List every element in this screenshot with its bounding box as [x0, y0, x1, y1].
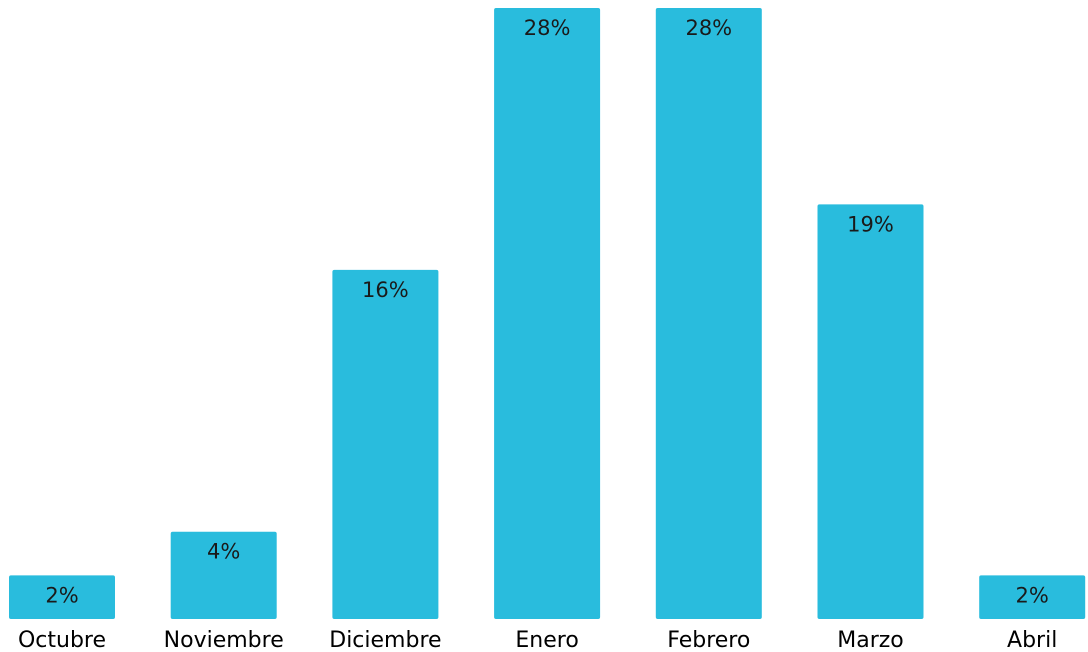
category-label-enero: Enero [515, 628, 578, 652]
value-label-abril: 2% [1016, 583, 1049, 607]
bar-enero [494, 8, 601, 619]
category-label-diciembre: Diciembre [329, 628, 441, 652]
category-label-octubre: Octubre [18, 628, 106, 652]
bar-febrero [655, 8, 762, 619]
category-label-abril: Abril [1007, 628, 1057, 652]
category-labels-layer: Octubre Noviembre Diciembre Enero Febrero Mar… [18, 628, 1057, 652]
bar-octubre [9, 575, 115, 619]
bar-marzo [817, 204, 924, 619]
value-label-octubre: 2% [45, 583, 78, 607]
bar-noviembre [170, 531, 277, 619]
value-label-diciembre: 16% [362, 278, 409, 302]
category-label-febrero: Febrero [667, 628, 750, 652]
bars-layer [9, 8, 1086, 619]
bar-diciembre [332, 269, 439, 619]
value-label-noviembre: 4% [207, 540, 240, 564]
category-label-marzo: Marzo [837, 628, 904, 652]
value-labels-layer: 2% 4% 16% 28% 28% 19% 2% [45, 16, 1049, 607]
value-label-febrero: 28% [685, 16, 732, 40]
bar-abril [979, 575, 1086, 619]
value-label-marzo: 19% [847, 212, 894, 236]
category-label-noviembre: Noviembre [164, 628, 284, 652]
value-label-enero: 28% [524, 16, 571, 40]
